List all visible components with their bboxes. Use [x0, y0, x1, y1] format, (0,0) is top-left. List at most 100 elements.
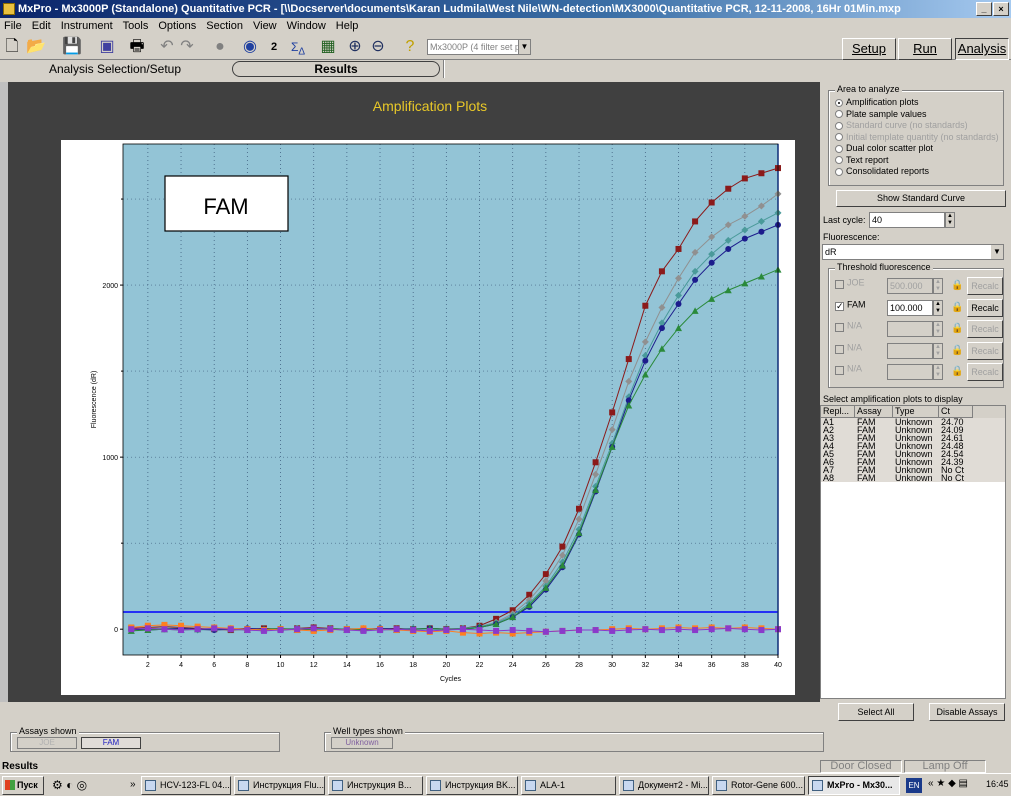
sigma-delta-icon[interactable]: ΣΔ	[290, 40, 306, 58]
well-type-toggle-unknown[interactable]: Unknown	[331, 737, 393, 749]
undo-icon[interactable]: ↶	[160, 38, 174, 55]
recalc-button[interactable]: Recalc	[967, 277, 1003, 295]
radio-button[interactable]	[835, 133, 843, 142]
threshold-spinner[interactable]: ▲ ▼	[933, 364, 943, 380]
open-folder-icon[interactable]: 📂	[26, 38, 46, 55]
menu-edit[interactable]: Edit	[31, 20, 51, 32]
radio-button[interactable]	[835, 110, 843, 119]
recalc-button[interactable]: Recalc	[967, 341, 1003, 360]
last-cycle-spinner[interactable]: ▲ ▼	[945, 212, 955, 228]
column-header[interactable]: Assay	[855, 406, 893, 418]
recalc-button[interactable]: Recalc	[967, 298, 1003, 317]
threshold-value-input[interactable]: 500.000	[887, 278, 933, 294]
threshold-value-input[interactable]	[887, 364, 933, 380]
taskbar-item[interactable]: MxPro - Mx30...	[808, 776, 900, 795]
taskbar-item[interactable]: ALA-1	[521, 776, 616, 795]
setup-button[interactable]: Setup	[842, 38, 896, 60]
threshold-checkbox[interactable]	[835, 323, 844, 332]
area-option[interactable]: Standard curve (no standards)	[835, 120, 968, 130]
language-indicator[interactable]: EN	[906, 778, 922, 793]
zoom-in-icon[interactable]: ⊕	[348, 38, 362, 55]
table-row[interactable]: A4 FAM Unknown 24.48	[821, 442, 1005, 450]
last-cycle-input[interactable]: 40	[869, 212, 945, 228]
assay-toggle-fam[interactable]: FAM	[81, 737, 141, 749]
threshold-value-input[interactable]	[887, 321, 933, 337]
taskbar-item[interactable]: Документ2 - Mi...	[619, 776, 709, 795]
redo-icon[interactable]: ↷	[180, 38, 194, 55]
taskbar-item[interactable]: Инструкция BK...	[426, 776, 518, 795]
threshold-spinner[interactable]: ▲ ▼	[933, 342, 943, 359]
taskbar-item[interactable]: Инструкция B...	[328, 776, 423, 795]
radio-button[interactable]	[835, 121, 843, 130]
tab-analysis-selection[interactable]: Analysis Selection/Setup	[48, 62, 182, 76]
help-icon[interactable]: ?	[405, 38, 415, 55]
run-button[interactable]: Run	[898, 38, 952, 60]
radio-button[interactable]	[835, 144, 843, 153]
analysis-button[interactable]: Analysis	[955, 38, 1009, 60]
area-option[interactable]: Dual color scatter plot	[835, 143, 933, 153]
new-file-icon[interactable]: 🗋	[5, 38, 19, 55]
lock-icon[interactable]: 🔒	[951, 301, 964, 313]
fluorescence-select[interactable]: dR ▼	[822, 244, 1004, 260]
table-row[interactable]: A2 FAM Unknown 24.09	[821, 426, 1005, 434]
radio-button[interactable]	[835, 167, 843, 176]
menu-instrument[interactable]: Instrument	[60, 20, 113, 32]
taskbar-item[interactable]: Rotor-Gene 600...	[712, 776, 805, 795]
lock-icon[interactable]: 🔒	[951, 280, 964, 291]
quicklaunch-icons[interactable]: ⚙ ◐ ◎	[52, 778, 88, 792]
menu-file[interactable]: File	[4, 20, 22, 32]
recalc-button[interactable]: Recalc	[967, 363, 1003, 381]
amplification-plot-list[interactable]: Repl... Assay Type Ct A1 FAM Unknown 24.70 A…	[820, 405, 1006, 699]
threshold-checkbox[interactable]: ✓	[835, 300, 844, 311]
zoom-out-icon[interactable]: ⊖	[371, 38, 385, 55]
radio-button[interactable]	[835, 98, 843, 107]
tab-results[interactable]: Results	[232, 61, 440, 77]
column-header[interactable]: Repl...	[821, 406, 855, 418]
lock-icon[interactable]: 🔒	[951, 344, 964, 356]
threshold-value-input[interactable]	[887, 342, 933, 359]
recalc-button[interactable]: Recalc	[967, 320, 1003, 338]
column-header[interactable]: Type	[893, 406, 939, 418]
export-icon[interactable]: ▣	[99, 38, 115, 55]
threshold-checkbox[interactable]	[835, 366, 844, 375]
menu-window[interactable]: Window	[286, 20, 326, 32]
instrument-select[interactable]: Mx3000P (4 filter set plate) ▼	[427, 39, 531, 55]
area-option[interactable]: Consolidated reports	[835, 166, 929, 176]
column-header[interactable]: Ct	[939, 406, 973, 418]
table-row[interactable]: A7 FAM Unknown No Ct	[821, 466, 1005, 474]
table-row[interactable]: A6 FAM Unknown 24.39	[821, 458, 1005, 466]
lock-icon[interactable]: 🔒	[951, 366, 964, 377]
print-icon[interactable]: 🖶	[129, 38, 145, 55]
table-row[interactable]: A1 FAM Unknown 24.70	[821, 418, 1005, 426]
minimize-button[interactable]: _	[976, 2, 992, 16]
threshold-checkbox[interactable]	[835, 344, 844, 354]
lock-icon[interactable]: 🔒	[951, 323, 964, 334]
lamp-icon[interactable]: ●	[215, 38, 225, 55]
table-row[interactable]: A5 FAM Unknown 24.54	[821, 450, 1005, 458]
threshold-checkbox[interactable]	[835, 280, 844, 289]
menu-options[interactable]: Options	[158, 20, 197, 32]
plate-icon[interactable]: ◉	[243, 38, 257, 55]
table-row[interactable]: A3 FAM Unknown 24.61	[821, 434, 1005, 442]
menu-view[interactable]: View	[252, 20, 277, 32]
radio-button[interactable]	[835, 156, 843, 165]
assay-toggle-joe[interactable]: JOE	[17, 737, 77, 749]
menu-section[interactable]: Section	[206, 20, 243, 32]
threshold-spinner[interactable]: ▲ ▼	[933, 321, 943, 337]
threshold-spinner[interactable]: ▲ ▼	[933, 278, 943, 294]
table-row[interactable]: A8 FAM Unknown No Ct	[821, 474, 1005, 482]
start-button[interactable]: Пуск	[2, 776, 44, 795]
show-standard-curve-button[interactable]: Show Standard Curve	[836, 190, 1006, 207]
menu-tools[interactable]: Tools	[122, 20, 149, 32]
save-icon[interactable]: 💾	[62, 38, 82, 55]
taskbar-item[interactable]: HCV-123-FL 04...	[141, 776, 231, 795]
plate-number-icon[interactable]: 2	[270, 41, 278, 53]
area-option[interactable]: Amplification plots	[835, 97, 919, 107]
select-all-button[interactable]: Select All	[838, 703, 914, 721]
area-option[interactable]: Initial template quantity (no standards)	[835, 132, 999, 142]
menu-help[interactable]: Help	[335, 20, 359, 32]
threshold-value-input[interactable]: 100.000	[887, 299, 933, 316]
disable-assays-button[interactable]: Disable Assays	[929, 703, 1005, 721]
threshold-spinner[interactable]: ▲ ▼	[933, 299, 943, 316]
taskbar-item[interactable]: Инструкция Flu...	[234, 776, 325, 795]
